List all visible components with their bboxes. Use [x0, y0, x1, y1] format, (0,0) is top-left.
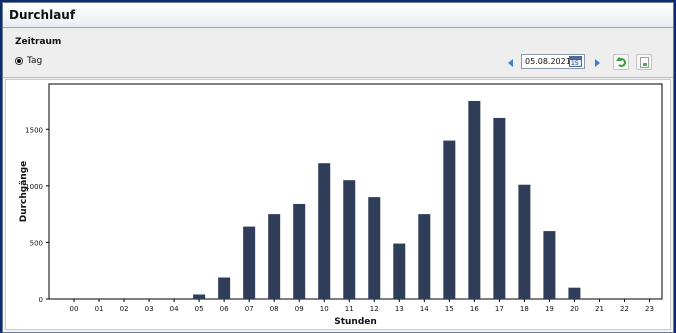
bar	[518, 184, 531, 299]
bar	[193, 294, 206, 299]
bar	[443, 140, 456, 299]
x-tick-label: 20	[570, 305, 579, 313]
y-tick-label: 1500	[25, 126, 43, 134]
x-tick-label: 05	[195, 305, 204, 313]
filter-toolbar: Zeitraum Tag 05.08.2021 15	[3, 28, 673, 78]
bar	[318, 163, 331, 299]
bar	[543, 231, 556, 299]
plot-area-frame	[48, 83, 663, 300]
bar	[468, 100, 481, 299]
radio-button[interactable]	[15, 57, 23, 65]
bar	[218, 277, 231, 299]
refresh-arrow-tip	[616, 57, 622, 61]
x-tick-label: 03	[145, 305, 154, 313]
bar	[268, 214, 281, 299]
radio-day-label[interactable]: Tag	[27, 56, 43, 66]
x-tick-label: 17	[495, 305, 504, 313]
bar	[293, 203, 306, 299]
calendar-icon[interactable]: 15	[569, 56, 582, 67]
bar	[418, 214, 431, 299]
x-tick-label: 12	[370, 305, 379, 313]
radio-selected-dot	[17, 59, 21, 63]
bar	[493, 117, 506, 299]
x-tick-label: 14	[420, 305, 429, 313]
document-icon-mark	[643, 63, 647, 66]
window-title: Durchlauf	[9, 8, 76, 22]
y-tick-label: 1000	[25, 183, 43, 191]
bar	[368, 197, 381, 299]
x-tick-label: 21	[595, 305, 604, 313]
x-tick-label: 02	[120, 305, 129, 313]
bar	[568, 287, 581, 299]
y-tick-label: 500	[30, 239, 43, 247]
x-tick-label: 06	[220, 305, 229, 313]
x-tick-label: 23	[645, 305, 654, 313]
x-tick-label: 00	[70, 305, 79, 313]
x-tick-label: 18	[520, 305, 529, 313]
radio-day-option[interactable]: Tag	[15, 55, 42, 67]
title-bar: Durchlauf	[3, 3, 673, 28]
x-tick-label: 01	[95, 305, 104, 313]
y-axis-label: Durchgänge	[19, 161, 29, 223]
bar	[343, 180, 356, 299]
bar-chart: 0 500 1000 1500 00 01 02 03 04 05 06 07 08 09 10 11 12 13…	[19, 83, 663, 327]
chart-panel: 0 500 1000 1500 00 01 02 03 04 05 06 07 08 09 10 11 12 13…	[5, 79, 671, 330]
x-tick-label: 22	[620, 305, 629, 313]
x-tick-label: 16	[470, 305, 479, 313]
x-axis-label: Stunden	[334, 317, 377, 327]
x-tick-label: 15	[445, 305, 454, 313]
calendar-icon-day: 15	[571, 60, 579, 67]
period-section-label: Zeitraum	[15, 37, 62, 47]
x-tick-label: 04	[170, 305, 179, 313]
date-picker[interactable]: 05.08.2021 15	[521, 54, 585, 69]
bar	[243, 226, 256, 299]
x-tick-label: 13	[395, 305, 404, 313]
previous-day-icon[interactable]	[508, 59, 513, 67]
x-tick-label: 11	[345, 305, 354, 313]
refresh-button[interactable]	[613, 54, 629, 70]
x-tick-label: 09	[295, 305, 304, 313]
x-tick-label: 19	[545, 305, 554, 313]
date-value[interactable]: 05.08.2021	[525, 57, 571, 66]
x-tick-label: 07	[245, 305, 254, 313]
next-day-icon[interactable]	[595, 59, 600, 67]
y-tick-label: 0	[39, 296, 43, 304]
export-button[interactable]	[636, 54, 652, 70]
calendar-band	[570, 57, 581, 60]
x-tick-label: 10	[320, 305, 329, 313]
x-tick-label: 08	[270, 305, 279, 313]
bar	[393, 243, 406, 299]
document-icon	[640, 57, 649, 68]
